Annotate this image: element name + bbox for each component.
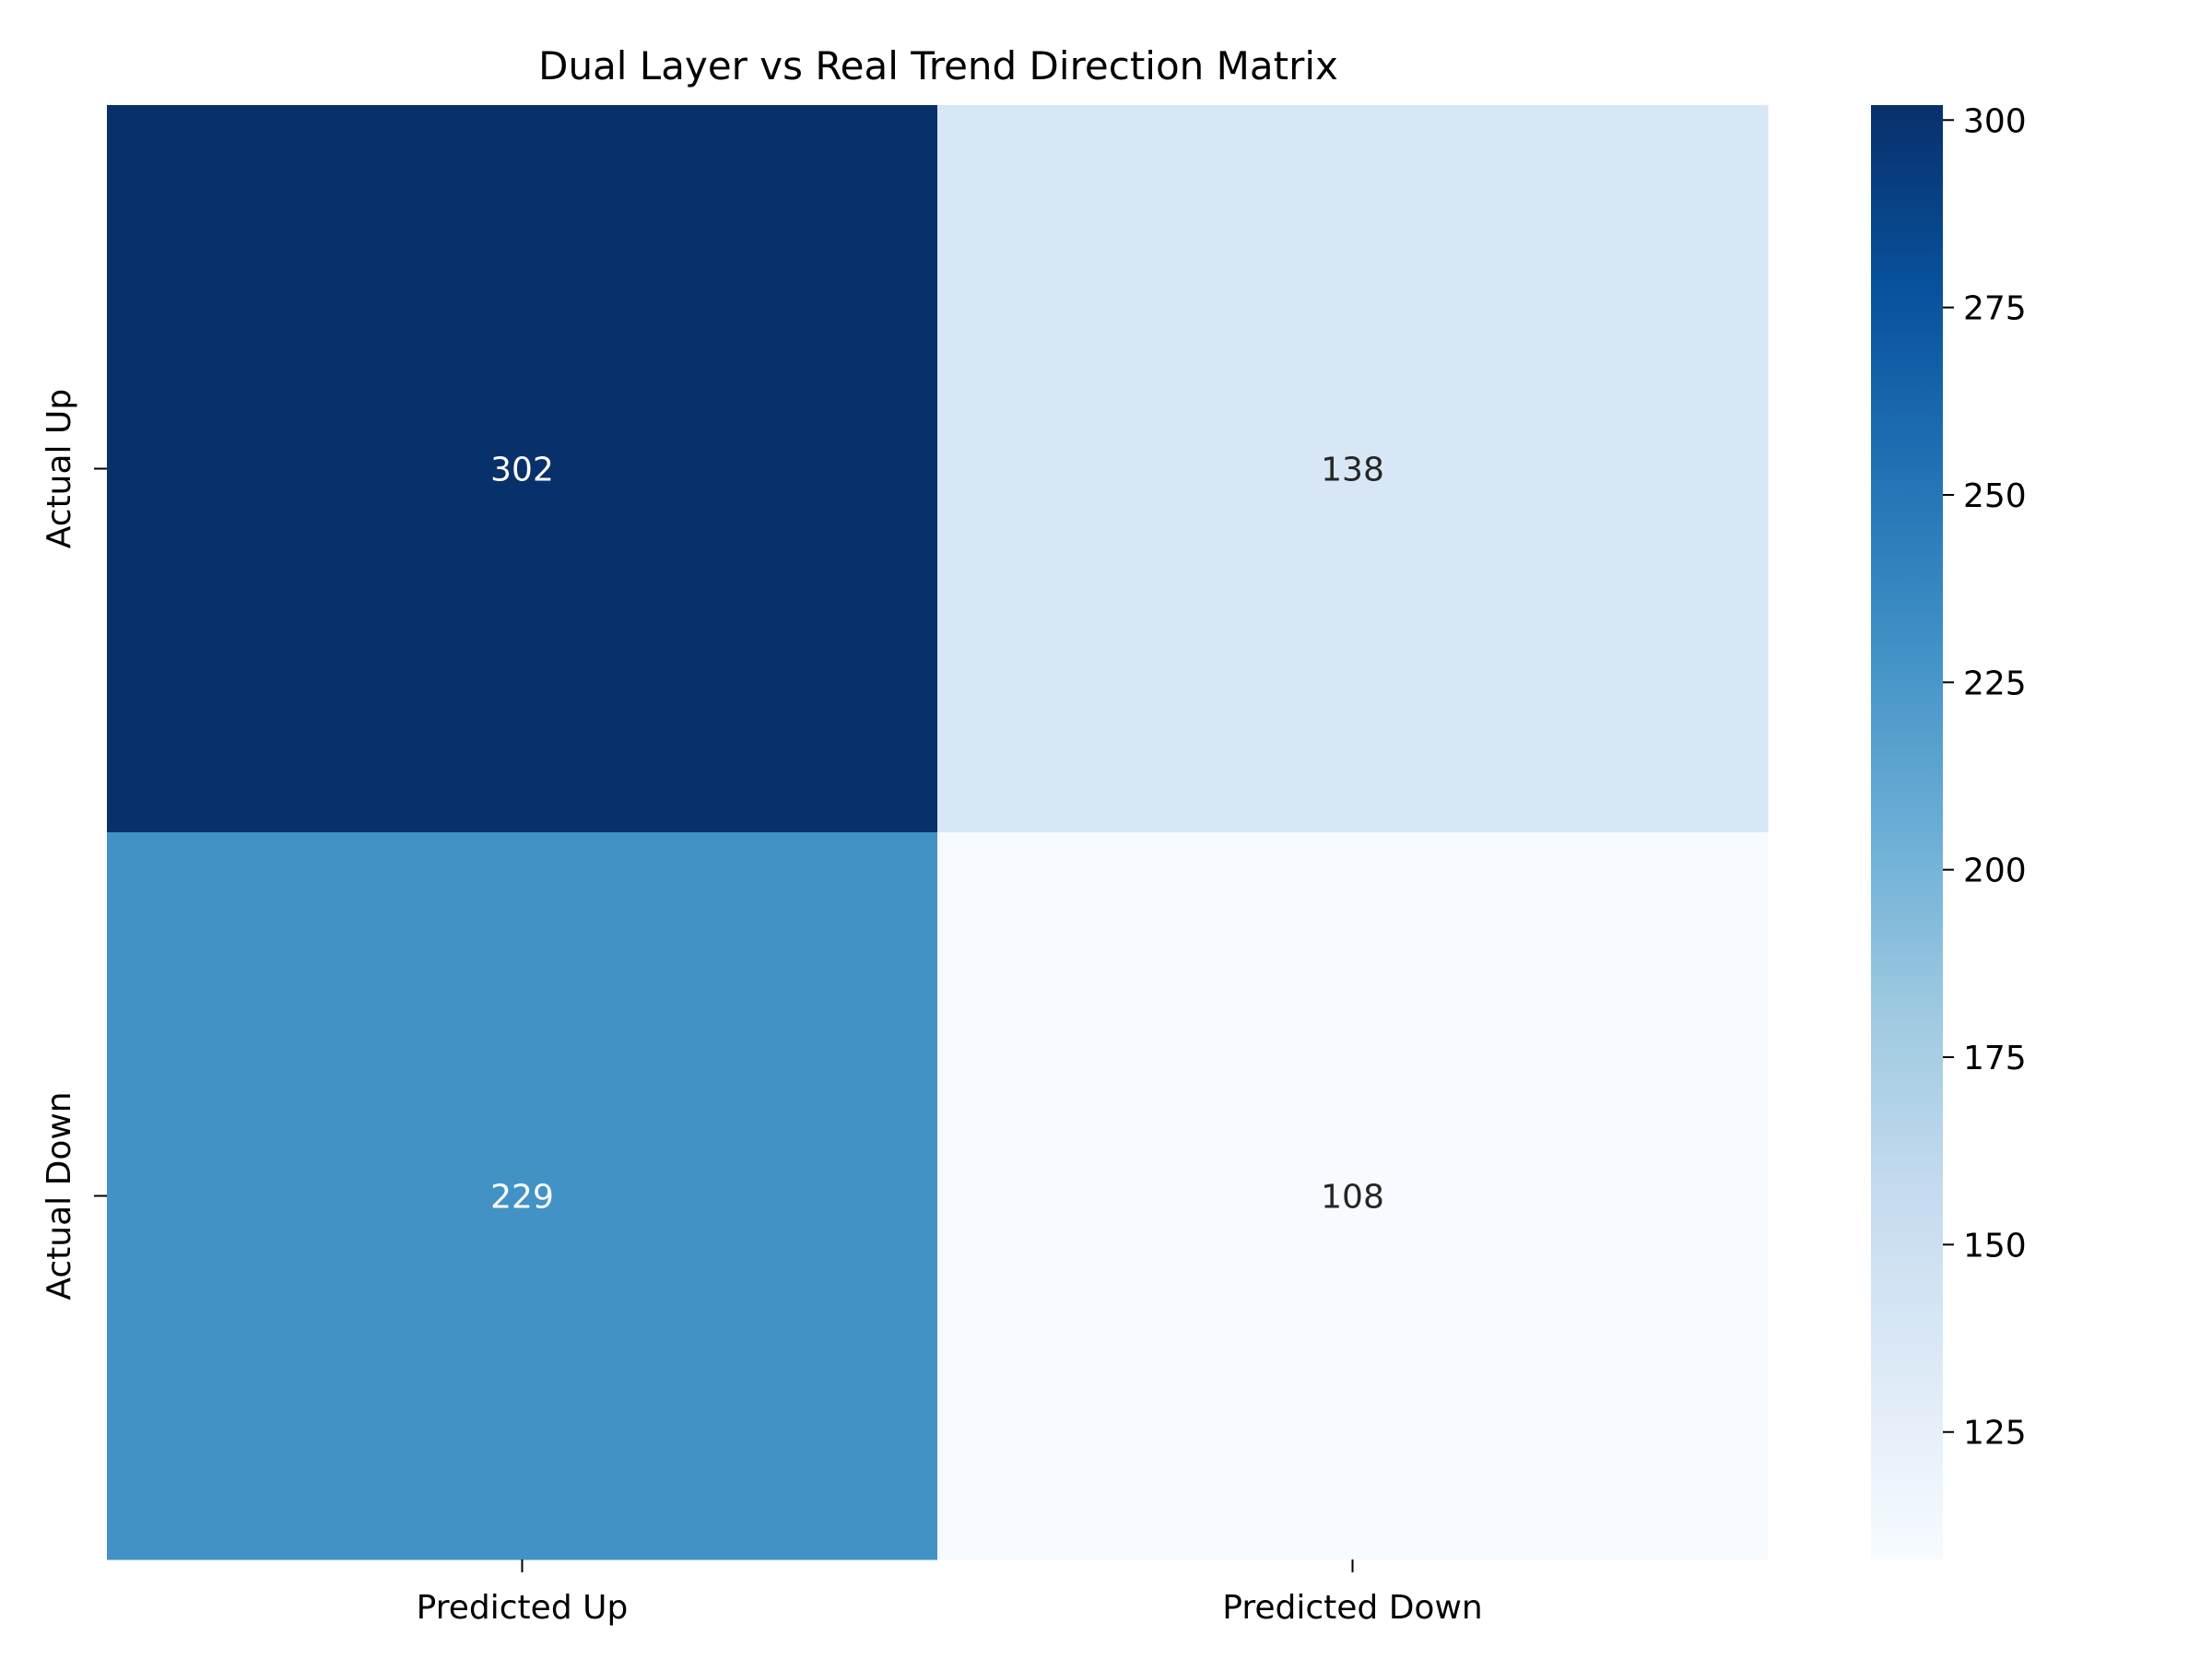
heatmap-cell [107, 105, 938, 833]
colorbar-tick-label: 225 [1963, 665, 2027, 702]
cell-value-label: 302 [490, 452, 554, 489]
colorbar-tick-label: 150 [1963, 1227, 2027, 1265]
colorbar-tick-label: 300 [1963, 102, 2027, 140]
colorbar-tick-label: 200 [1963, 853, 2027, 890]
cell-value-label: 108 [1321, 1179, 1384, 1217]
colorbar-tick-label: 275 [1963, 290, 2027, 328]
heatmap-cell [937, 105, 1769, 833]
y-tick-label: Actual Down [41, 1091, 78, 1300]
chart-title: Dual Layer vs Real Trend Direction Matri… [538, 43, 1338, 88]
cell-value-label: 229 [490, 1179, 554, 1217]
cell-value-label: 138 [1321, 452, 1384, 489]
y-tick-label: Actual Up [41, 389, 78, 548]
colorbar-tick-label: 175 [1963, 1040, 2027, 1077]
heatmap-cell [937, 832, 1769, 1560]
colorbar-gradient [1871, 105, 1943, 1559]
colorbar-tick-label: 250 [1963, 477, 2027, 515]
heatmap-cells: 302 138 229 108 [107, 105, 1769, 1560]
colorbar: 125 150 175 200 225 250 275 300 [1871, 102, 2027, 1559]
colorbar-tick-label: 125 [1963, 1415, 2027, 1453]
x-tick-label: Predicted Down [1222, 1589, 1482, 1627]
heatmap-cell [107, 832, 938, 1560]
x-tick-label: Predicted Up [417, 1589, 629, 1627]
y-axis: Actual Up Actual Down [41, 389, 107, 1300]
x-axis: Predicted Up Predicted Down [417, 1559, 1483, 1627]
